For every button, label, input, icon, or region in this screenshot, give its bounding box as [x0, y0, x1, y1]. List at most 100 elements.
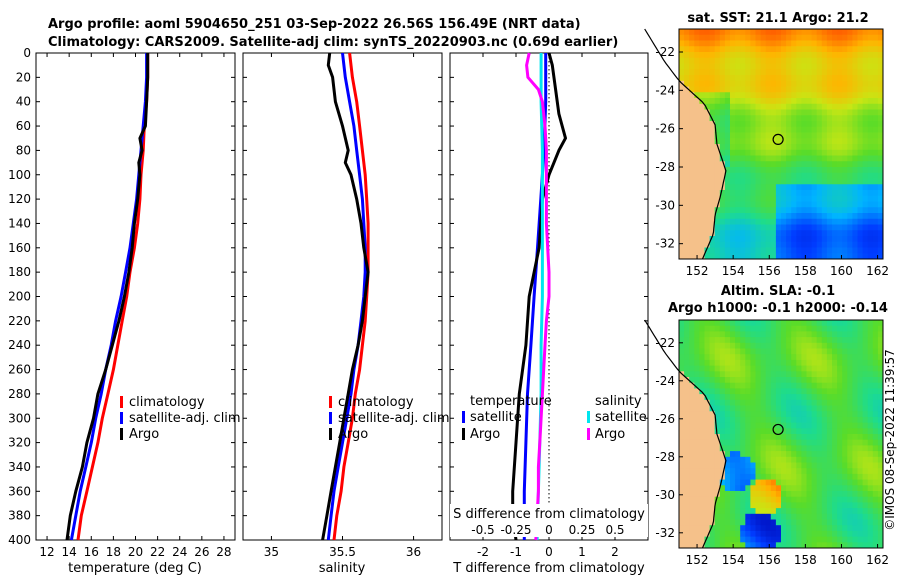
- map-cell: [719, 525, 726, 532]
- map-cell: [826, 75, 833, 82]
- map-cell: [684, 513, 690, 520]
- map-cell: [699, 519, 705, 526]
- map-cell: [699, 439, 705, 446]
- map-cell: [801, 485, 807, 492]
- map-cell: [867, 348, 874, 355]
- map-cell: [867, 98, 874, 105]
- map-cell: [877, 190, 884, 197]
- map-cell: [775, 462, 782, 469]
- map-cell: [704, 155, 710, 162]
- map-cell: [806, 342, 812, 349]
- map-cell: [709, 445, 716, 452]
- map-cell: [684, 224, 690, 231]
- map-cell: [872, 439, 879, 446]
- map-cell: [689, 103, 695, 110]
- map-cell: [832, 422, 838, 429]
- map-cell: [857, 445, 863, 452]
- map-cell: [816, 320, 823, 327]
- map-cell: [786, 348, 792, 355]
- map-cell: [724, 371, 731, 378]
- legend-t-satellite-swatch: [462, 411, 465, 423]
- map-cell: [755, 371, 761, 378]
- map-cell: [791, 57, 797, 64]
- map-cell: [862, 201, 869, 208]
- map-cell: [811, 201, 818, 208]
- map-cell: [730, 236, 736, 243]
- map-cell: [832, 121, 838, 128]
- map-cell: [760, 224, 767, 231]
- map-cell: [679, 456, 685, 463]
- map-cell: [821, 371, 828, 378]
- map-cell: [745, 201, 751, 208]
- map-cell: [806, 98, 812, 105]
- map-cell: [862, 213, 869, 220]
- map-cell: [709, 428, 716, 435]
- map-cell: [724, 530, 731, 537]
- map-cell: [847, 115, 853, 122]
- map-cell: [735, 348, 741, 355]
- map-cell: [862, 342, 869, 349]
- map-cell: [724, 195, 731, 202]
- map-cell: [699, 491, 705, 498]
- map-cell: [862, 29, 869, 36]
- map-cell: [826, 92, 833, 99]
- map-cell: [755, 80, 761, 87]
- map-cell: [862, 92, 869, 99]
- map-cell: [806, 462, 812, 469]
- map-cell: [877, 126, 884, 133]
- map-cell: [719, 86, 726, 93]
- map-cell: [770, 388, 777, 395]
- map-cell: [786, 456, 792, 463]
- map-cell: [755, 63, 761, 70]
- map-cell: [770, 519, 777, 526]
- map-cell: [837, 422, 843, 429]
- map-cell: [679, 473, 685, 480]
- map-cell: [699, 155, 705, 162]
- map-cell: [735, 34, 741, 41]
- map-cell: [750, 508, 756, 515]
- map-cell: [760, 241, 767, 248]
- map-cell: [872, 405, 879, 412]
- sst-map-axes: 152 154 156 158 160 162-22-24-26-28-30-32: [655, 45, 889, 278]
- map-cell: [770, 115, 777, 122]
- depth-tick-label: 280: [8, 387, 31, 401]
- map-cell: [735, 144, 741, 151]
- map-cell: [867, 388, 874, 395]
- map-cell: [694, 132, 700, 139]
- map-cell: [689, 52, 695, 59]
- map-cell: [699, 149, 705, 156]
- map-cell: [745, 132, 751, 139]
- map-cell: [781, 184, 787, 191]
- map-cell: [847, 195, 853, 202]
- map-cell: [775, 190, 782, 197]
- map-cell: [714, 218, 721, 225]
- map-cell: [791, 138, 797, 145]
- map-cell: [750, 184, 756, 191]
- map-cell: [832, 519, 838, 526]
- map-cell: [877, 230, 884, 237]
- map-cell: [791, 485, 797, 492]
- map-cell: [781, 46, 787, 53]
- map-cell: [775, 241, 782, 248]
- map-cell: [806, 479, 812, 486]
- map-cell: [699, 405, 705, 412]
- map-cell: [750, 253, 756, 260]
- map-cell: [781, 519, 787, 526]
- map-cell: [775, 138, 782, 145]
- map-cell: [724, 138, 731, 145]
- map-cell: [755, 207, 761, 214]
- map-cell: [796, 325, 802, 332]
- map-cell: [735, 473, 741, 480]
- map-cell: [684, 354, 690, 361]
- map-cell: [806, 325, 812, 332]
- map-cell: [837, 428, 843, 435]
- map-cell: [699, 29, 705, 36]
- map-cell: [837, 86, 843, 93]
- map-cell: [730, 388, 736, 395]
- map-cell: [826, 491, 833, 498]
- map-cell: [796, 109, 802, 116]
- map-cell: [862, 178, 869, 185]
- map-cell: [872, 496, 879, 503]
- map-cell: [781, 86, 787, 93]
- map-cell: [796, 167, 802, 174]
